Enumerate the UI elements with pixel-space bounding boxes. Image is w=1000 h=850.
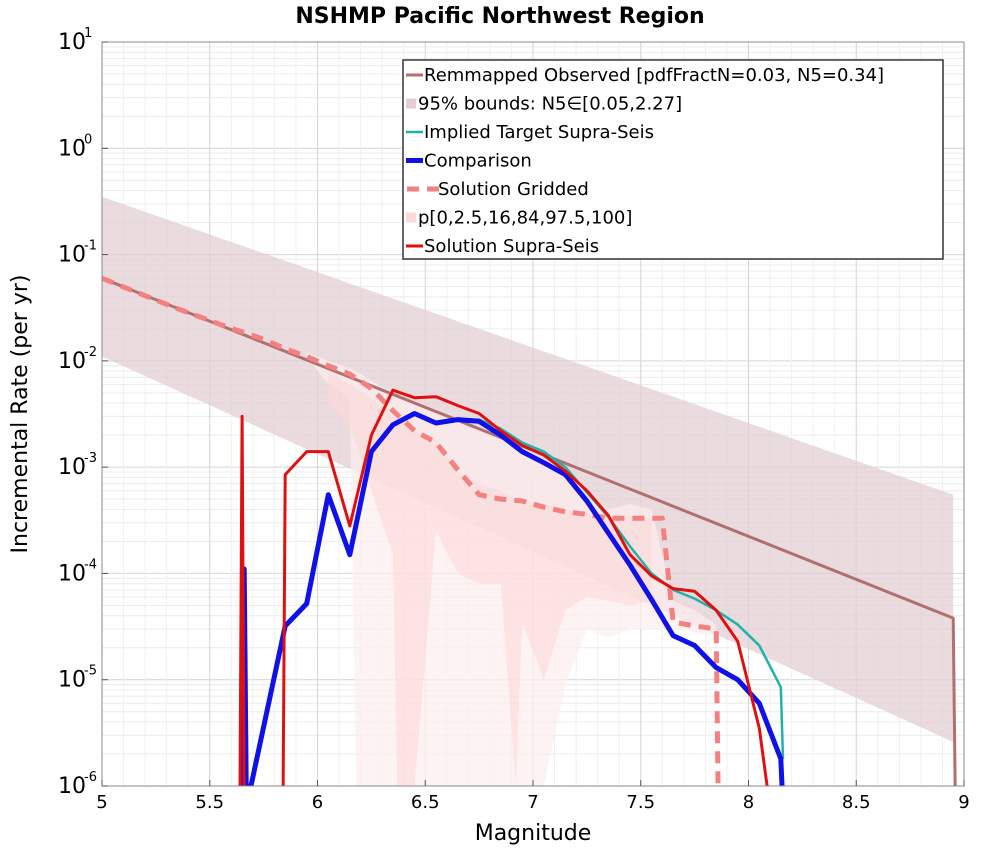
x-ticks: 5 5.5 6 6.5 7 7.5 8 8.5 9 [96,780,970,813]
legend-entries: Remmapped Observed [pdfFractN=0.03, N5=0… [406,65,884,257]
supra-seis-line [238,388,769,786]
y-tick-label: 10 [58,136,86,161]
x-tick-label: 9 [958,792,969,813]
y-tick-label: 10 [58,455,86,480]
x-tick-label: 7 [527,792,538,813]
legend-bounds: 95% bounds: N5∈[0.05,2.27] [418,94,682,115]
y-tick-label: 10 [58,774,86,799]
x-tick-label: 6.5 [411,792,440,813]
y-tick-exponent: 1 [84,26,92,41]
legend: Remmapped Observed [pdfFractN=0.03, N5=0… [402,59,944,260]
legend-box [402,59,944,260]
y-tick-exponent: 0 [84,132,92,147]
legend-swatch [406,212,416,223]
legend-percentiles: p[0,2.5,16,84,97.5,100] [418,208,632,229]
x-tick-label: 5 [96,792,107,813]
chart-title: NSHMP Pacific Northwest Region [295,4,704,29]
target-supra-line [457,418,785,759]
y-tick-label: 10 [58,561,86,586]
series-lines [102,275,957,786]
y-tick-exponent: -3 [84,451,97,466]
legend-swatch [406,98,416,109]
x-tick-label: 7.5 [626,792,655,813]
y-tick-exponent: -1 [84,239,97,254]
x-tick-label: 8.5 [842,792,871,813]
y-tick-exponent: -4 [84,557,97,572]
percentile-band-inner [328,371,652,786]
y-tick-label: 10 [58,668,86,693]
comparison-line [239,411,785,786]
y-tick-exponent: -6 [84,770,97,785]
x-tick-label: 6 [312,792,323,813]
y-tick-label: 10 [58,349,86,374]
y-axis-label: Incremental Rate (per yr) [8,275,33,554]
observed-line [102,276,957,786]
y-tick-label: 10 [58,243,86,268]
legend-comparison: Comparison [424,151,532,172]
gridded-line [102,275,721,786]
legend-gridded: Solution Gridded [438,179,589,200]
legend-supra: Solution Supra-Seis [424,236,599,257]
x-axis-label: Magnitude [475,821,592,846]
y-tick-exponent: -2 [84,345,97,360]
x-tick-label: 8 [743,792,754,813]
x-tick-label: 5.5 [195,792,224,813]
y-tick-label: 10 [58,30,86,55]
legend-observed: Remmapped Observed [pdfFractN=0.03, N5=0… [424,65,884,86]
y-tick-exponent: -5 [84,664,97,679]
percentile-bands [306,352,717,786]
legend-target: Implied Target Supra-Seis [424,122,654,143]
